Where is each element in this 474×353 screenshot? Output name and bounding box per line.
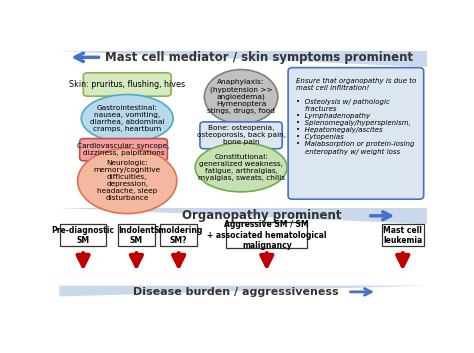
Text: Aggressive SM / SM
+ associated hematological
malignancy: Aggressive SM / SM + associated hematolo… xyxy=(207,220,327,250)
Ellipse shape xyxy=(82,95,173,142)
Ellipse shape xyxy=(78,148,177,214)
FancyBboxPatch shape xyxy=(288,68,424,199)
Text: Disease burden / aggressiveness: Disease burden / aggressiveness xyxy=(133,287,338,297)
Text: Pre-diagnostic
SM: Pre-diagnostic SM xyxy=(52,226,115,245)
FancyBboxPatch shape xyxy=(200,122,282,149)
Text: Bone: osteopenia,
osteoporosis, back pain,
bone pain: Bone: osteopenia, osteoporosis, back pai… xyxy=(197,125,286,145)
Text: Ensure that organopathy is due to
mast cell infiltration!

•  Osteolysis w/ path: Ensure that organopathy is due to mast c… xyxy=(296,78,417,155)
Polygon shape xyxy=(59,286,427,297)
Text: Skin: pruritus, flushing, hives: Skin: pruritus, flushing, hives xyxy=(69,80,185,89)
Text: Smoldering
SM?: Smoldering SM? xyxy=(154,226,203,245)
FancyBboxPatch shape xyxy=(60,225,106,246)
FancyBboxPatch shape xyxy=(382,225,424,246)
Ellipse shape xyxy=(204,70,278,124)
Text: Anaphylaxis:
(hypotension >>
angioedema)
Hymenoptera
stings, drugs, food: Anaphylaxis: (hypotension >> angioedema)… xyxy=(207,79,275,114)
Text: Constitutional:
generalized weakness,
fatigue, arthralgias,
myalgias, sweats, ch: Constitutional: generalized weakness, fa… xyxy=(198,154,284,181)
Text: Gastrointestinal:
nausea, vomiting,
diarrhea, abdominal
cramps, heartburn: Gastrointestinal: nausea, vomiting, diar… xyxy=(90,105,164,132)
Text: Indolent
SM: Indolent SM xyxy=(118,226,155,245)
Text: Cardiovascular: syncope,
dizziness, palpitations: Cardiovascular: syncope, dizziness, palp… xyxy=(77,143,170,156)
Polygon shape xyxy=(59,208,427,225)
Text: Mast cell
leukemia: Mast cell leukemia xyxy=(383,226,422,245)
Polygon shape xyxy=(59,50,427,67)
FancyBboxPatch shape xyxy=(83,73,171,96)
FancyBboxPatch shape xyxy=(80,139,167,161)
Text: Mast cell mediator / skin symptoms prominent: Mast cell mediator / skin symptoms promi… xyxy=(105,51,413,64)
FancyBboxPatch shape xyxy=(160,225,197,246)
FancyBboxPatch shape xyxy=(227,222,307,248)
Text: Neurologic:
memory/cognitive
difficulties,
depression,
headache, sleep
disturban: Neurologic: memory/cognitive difficultie… xyxy=(94,161,161,202)
FancyBboxPatch shape xyxy=(118,225,155,246)
Ellipse shape xyxy=(195,143,287,192)
Text: Organopathy prominent: Organopathy prominent xyxy=(182,209,341,222)
